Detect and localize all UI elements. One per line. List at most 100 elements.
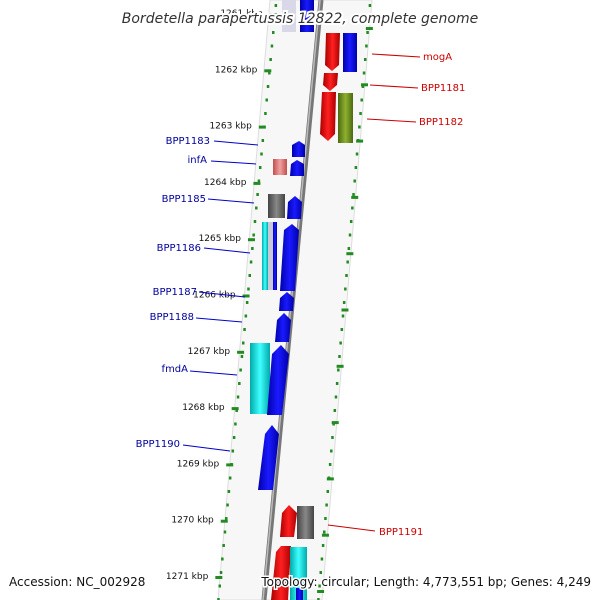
gene-BPP1182[interactable]: [338, 93, 353, 143]
track-dot: [218, 584, 221, 588]
track-dot: [353, 179, 356, 183]
kbp-tick: [215, 576, 223, 579]
track-dot: [334, 395, 338, 399]
gene-BPP1186[interactable]: [280, 224, 299, 291]
track-dot: [338, 355, 341, 358]
gene-label-BPP1190[interactable]: BPP1190: [136, 439, 180, 450]
track-dot: [317, 598, 320, 600]
kbp-tick-outer: [321, 533, 329, 537]
gene-BPP1181[interactable]: [323, 73, 338, 91]
track-dot: [363, 58, 367, 61]
kbp-tick-outer: [341, 308, 349, 312]
track-dot: [248, 274, 252, 277]
track-dot: [368, 4, 372, 7]
kbp-tick: [253, 181, 261, 185]
gene-BPP1186-blue: [273, 222, 277, 290]
track-dot: [247, 287, 250, 291]
kbp-label: 1270 kbp: [171, 516, 214, 526]
kbp-label: 1271 kbp: [166, 572, 209, 582]
track-dot: [253, 220, 257, 223]
track-dot: [347, 247, 351, 250]
track-dot: [328, 463, 332, 466]
gene-BPP1185[interactable]: [268, 194, 285, 218]
kbp-label: 1267 kbp: [188, 347, 231, 357]
kbp-tick-outer: [365, 27, 373, 30]
track-dot: [265, 98, 268, 102]
track-dot: [274, 4, 278, 7]
track-dot: [249, 260, 253, 264]
gene-label-BPP1183[interactable]: BPP1183: [166, 136, 210, 147]
gene-label-BPP1191[interactable]: BPP1191: [379, 527, 423, 538]
gene-mogA[interactable]: [325, 33, 340, 71]
track-dot: [345, 274, 348, 277]
accession-text: Accession: NC_002928: [9, 575, 145, 589]
gene-label-BPP1188[interactable]: BPP1188: [150, 312, 194, 323]
track-dot: [240, 355, 244, 358]
gene-BPP1191[interactable]: [297, 506, 314, 539]
gene-partial-bottom-cyan: [290, 547, 307, 600]
gene-BPP1183[interactable]: [292, 141, 305, 157]
track-dot: [335, 382, 339, 385]
kbp-tick-outer: [346, 252, 354, 256]
track-dot: [365, 44, 368, 48]
track-dot: [257, 179, 261, 183]
kbp-tick: [247, 238, 255, 242]
gene-label-BPP1181[interactable]: BPP1181: [421, 83, 465, 94]
track-dot: [342, 301, 346, 304]
kbp-label: 1268 kbp: [182, 403, 225, 413]
track-dot: [244, 314, 248, 318]
kbp-tick-outer: [317, 590, 325, 593]
gene-infA[interactable]: [273, 159, 287, 175]
track-dot: [226, 503, 229, 507]
gene-label-BPP1182[interactable]: BPP1182: [419, 117, 463, 128]
track-dot: [333, 409, 337, 412]
kbp-label: 1263 kbp: [209, 122, 252, 132]
track-dot: [252, 233, 255, 237]
track-dot: [232, 436, 236, 439]
track-dot: [256, 193, 259, 196]
track-dot: [321, 544, 325, 547]
kbp-tick: [269, 13, 277, 16]
track-dot: [331, 436, 334, 439]
gene-label-BPP1185[interactable]: BPP1185: [162, 194, 206, 205]
gene-partial-bottom-blue: [296, 588, 303, 600]
track-dot: [269, 58, 272, 61]
track-dot: [340, 328, 344, 331]
track-dot: [349, 220, 353, 223]
label-leaders-left: [182, 140, 259, 452]
track-dot: [221, 557, 224, 561]
gene-BPP1187[interactable]: [279, 292, 294, 311]
label-leaders-right: [327, 53, 421, 532]
gene-BPP1186-light: [268, 222, 273, 290]
track-dot: [227, 490, 231, 493]
gene-BPP1181b[interactable]: [320, 92, 336, 141]
track-dot: [320, 557, 324, 561]
gene-BPP1190[interactable]: [258, 425, 279, 490]
track-dot: [273, 17, 276, 21]
kbp-tick-outer: [336, 364, 344, 368]
gene-label-BPP1186[interactable]: BPP1186: [157, 243, 201, 254]
track-dot: [359, 112, 362, 115]
gene-label-fmdA[interactable]: fmdA: [162, 364, 189, 375]
kbp-label: 1266 kbp: [193, 291, 236, 301]
track-dot: [339, 341, 342, 345]
track-dot: [260, 152, 263, 156]
gene-red-1191-left: [280, 505, 297, 537]
gene-blue-right-1: [343, 33, 357, 72]
track-dot: [235, 409, 238, 412]
kbp-tick: [226, 463, 234, 467]
gene-label-infA[interactable]: infA: [188, 155, 208, 166]
gene-fmdA[interactable]: [250, 343, 270, 414]
track-dot: [228, 476, 232, 480]
gene-BPP1186-cyan[interactable]: [262, 222, 268, 290]
kbp-label: 1265 kbp: [199, 234, 242, 244]
gene-label-mogA[interactable]: mogA: [423, 52, 452, 63]
track-dot: [266, 85, 270, 88]
track-dot: [344, 287, 347, 291]
gene-BPP1188[interactable]: [275, 313, 291, 342]
gene-blue-1185-right: [287, 196, 302, 219]
track-dot: [243, 328, 246, 331]
track-dot: [241, 341, 245, 345]
gene-label-BPP1187[interactable]: BPP1187: [153, 287, 197, 298]
kbp-tick-outer: [356, 139, 364, 143]
